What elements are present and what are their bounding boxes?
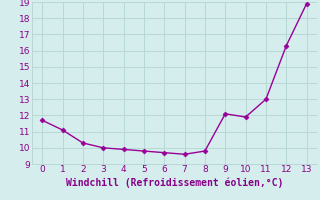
X-axis label: Windchill (Refroidissement éolien,°C): Windchill (Refroidissement éolien,°C)	[66, 177, 283, 188]
